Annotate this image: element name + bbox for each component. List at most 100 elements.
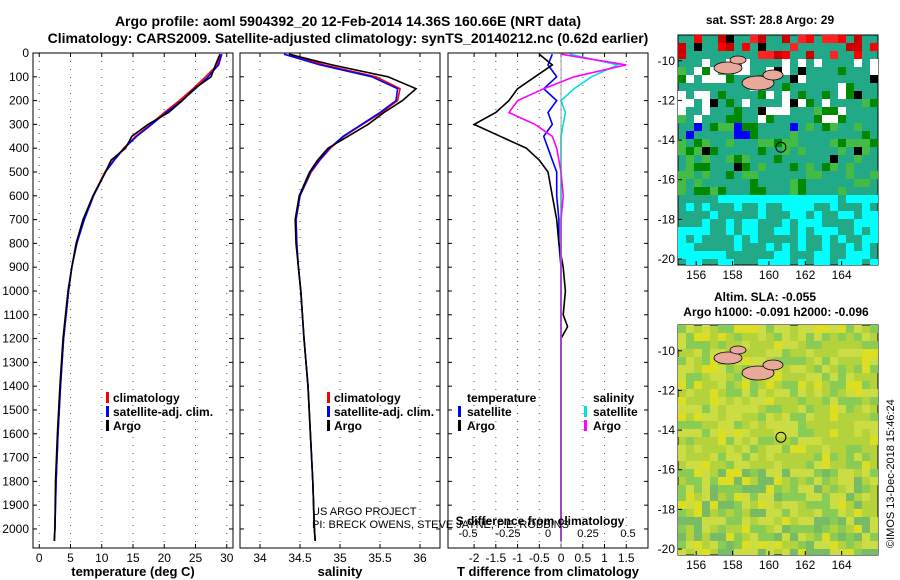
grid-dot <box>582 477 584 478</box>
grid-dot <box>226 189 228 190</box>
map-cell <box>710 75 718 83</box>
map-cell <box>686 333 694 341</box>
map-cell <box>830 203 838 211</box>
map-cell <box>814 453 822 461</box>
grid-dot <box>517 445 519 446</box>
grid-dot <box>101 253 103 254</box>
map-cell <box>822 227 830 235</box>
grid-dot <box>419 229 421 230</box>
map-cell <box>718 485 726 493</box>
map-cell <box>750 437 758 445</box>
map-cell <box>798 549 806 555</box>
grid-dot <box>299 501 301 502</box>
grid-dot <box>163 157 165 158</box>
grid-dot <box>163 389 165 390</box>
grid-dot <box>163 237 165 238</box>
grid-dot <box>38 237 40 238</box>
grid-dot <box>101 69 103 70</box>
grid-dot <box>625 397 627 398</box>
grid-dot <box>473 373 475 374</box>
grid-dot <box>195 77 196 78</box>
grid-dot <box>70 133 71 134</box>
map-cell <box>726 549 734 555</box>
grid-dot <box>604 397 606 398</box>
grid-dot <box>517 357 519 358</box>
grid-dot <box>538 197 540 198</box>
grid-dot <box>379 453 381 454</box>
map-cell <box>686 493 694 501</box>
grid-dot <box>132 285 134 286</box>
grid-dot <box>299 133 301 134</box>
map-cell <box>718 259 726 265</box>
grid-dot <box>625 157 627 158</box>
grid-dot <box>163 413 165 414</box>
grid-dot <box>163 341 165 342</box>
map-cell <box>790 99 798 107</box>
map-cell <box>806 469 814 477</box>
grid-dot <box>195 501 196 502</box>
grid-dot <box>517 309 519 310</box>
grid-dot <box>495 221 497 222</box>
map-y-tick-label: -14 <box>658 133 676 147</box>
map-cell <box>702 365 710 373</box>
map-cell <box>870 139 878 147</box>
map-cell <box>838 381 846 389</box>
map-cell <box>774 541 782 549</box>
map-cell <box>694 349 702 357</box>
map-cell <box>854 501 862 509</box>
map-cell <box>702 477 710 485</box>
grid-dot <box>259 429 261 430</box>
grid-dot <box>226 261 228 262</box>
grid-dot <box>538 493 540 494</box>
grid-dot <box>259 525 261 526</box>
map-cell <box>798 243 806 251</box>
map-cell <box>718 75 726 83</box>
grid-dot <box>101 269 103 270</box>
grid-dot <box>604 205 606 206</box>
grid-dot <box>517 509 519 510</box>
map-cell <box>838 235 846 243</box>
grid-dot <box>132 133 134 134</box>
map-cell <box>774 477 782 485</box>
grid-dot <box>473 117 475 118</box>
grid-dot <box>582 205 584 206</box>
map-cell <box>870 211 878 219</box>
map-cell <box>742 227 750 235</box>
map-cell <box>718 397 726 405</box>
grid-dot <box>604 141 606 142</box>
grid-dot <box>473 101 475 102</box>
map-cell <box>782 243 790 251</box>
map-cell <box>678 485 686 493</box>
map-cell <box>718 35 726 43</box>
grid-dot <box>101 381 103 382</box>
map-cell <box>798 211 806 219</box>
grid-dot <box>226 325 228 326</box>
grid-dot <box>70 205 71 206</box>
map-cell <box>774 349 782 357</box>
land-island <box>713 351 743 365</box>
grid-dot <box>339 293 341 294</box>
grid-dot <box>379 237 381 238</box>
grid-dot <box>582 445 584 446</box>
grid-dot <box>419 165 421 166</box>
grid-dot <box>625 325 627 326</box>
grid-dot <box>379 341 381 342</box>
grid-dot <box>195 125 196 126</box>
grid-dot <box>132 333 134 334</box>
map-cell <box>846 549 854 555</box>
grid-dot <box>473 405 475 406</box>
grid-dot <box>299 157 301 158</box>
map-cell <box>718 525 726 533</box>
map-cell <box>838 147 846 155</box>
grid-dot <box>259 269 261 270</box>
map-cell <box>862 139 870 147</box>
map-cell <box>806 541 814 549</box>
grid-dot <box>495 229 497 230</box>
grid-dot <box>339 301 341 302</box>
map-cell <box>694 501 702 509</box>
map-cell <box>806 477 814 485</box>
grid-dot <box>419 301 421 302</box>
grid-dot <box>132 501 134 502</box>
grid-dot <box>495 309 497 310</box>
grid-dot <box>195 381 196 382</box>
